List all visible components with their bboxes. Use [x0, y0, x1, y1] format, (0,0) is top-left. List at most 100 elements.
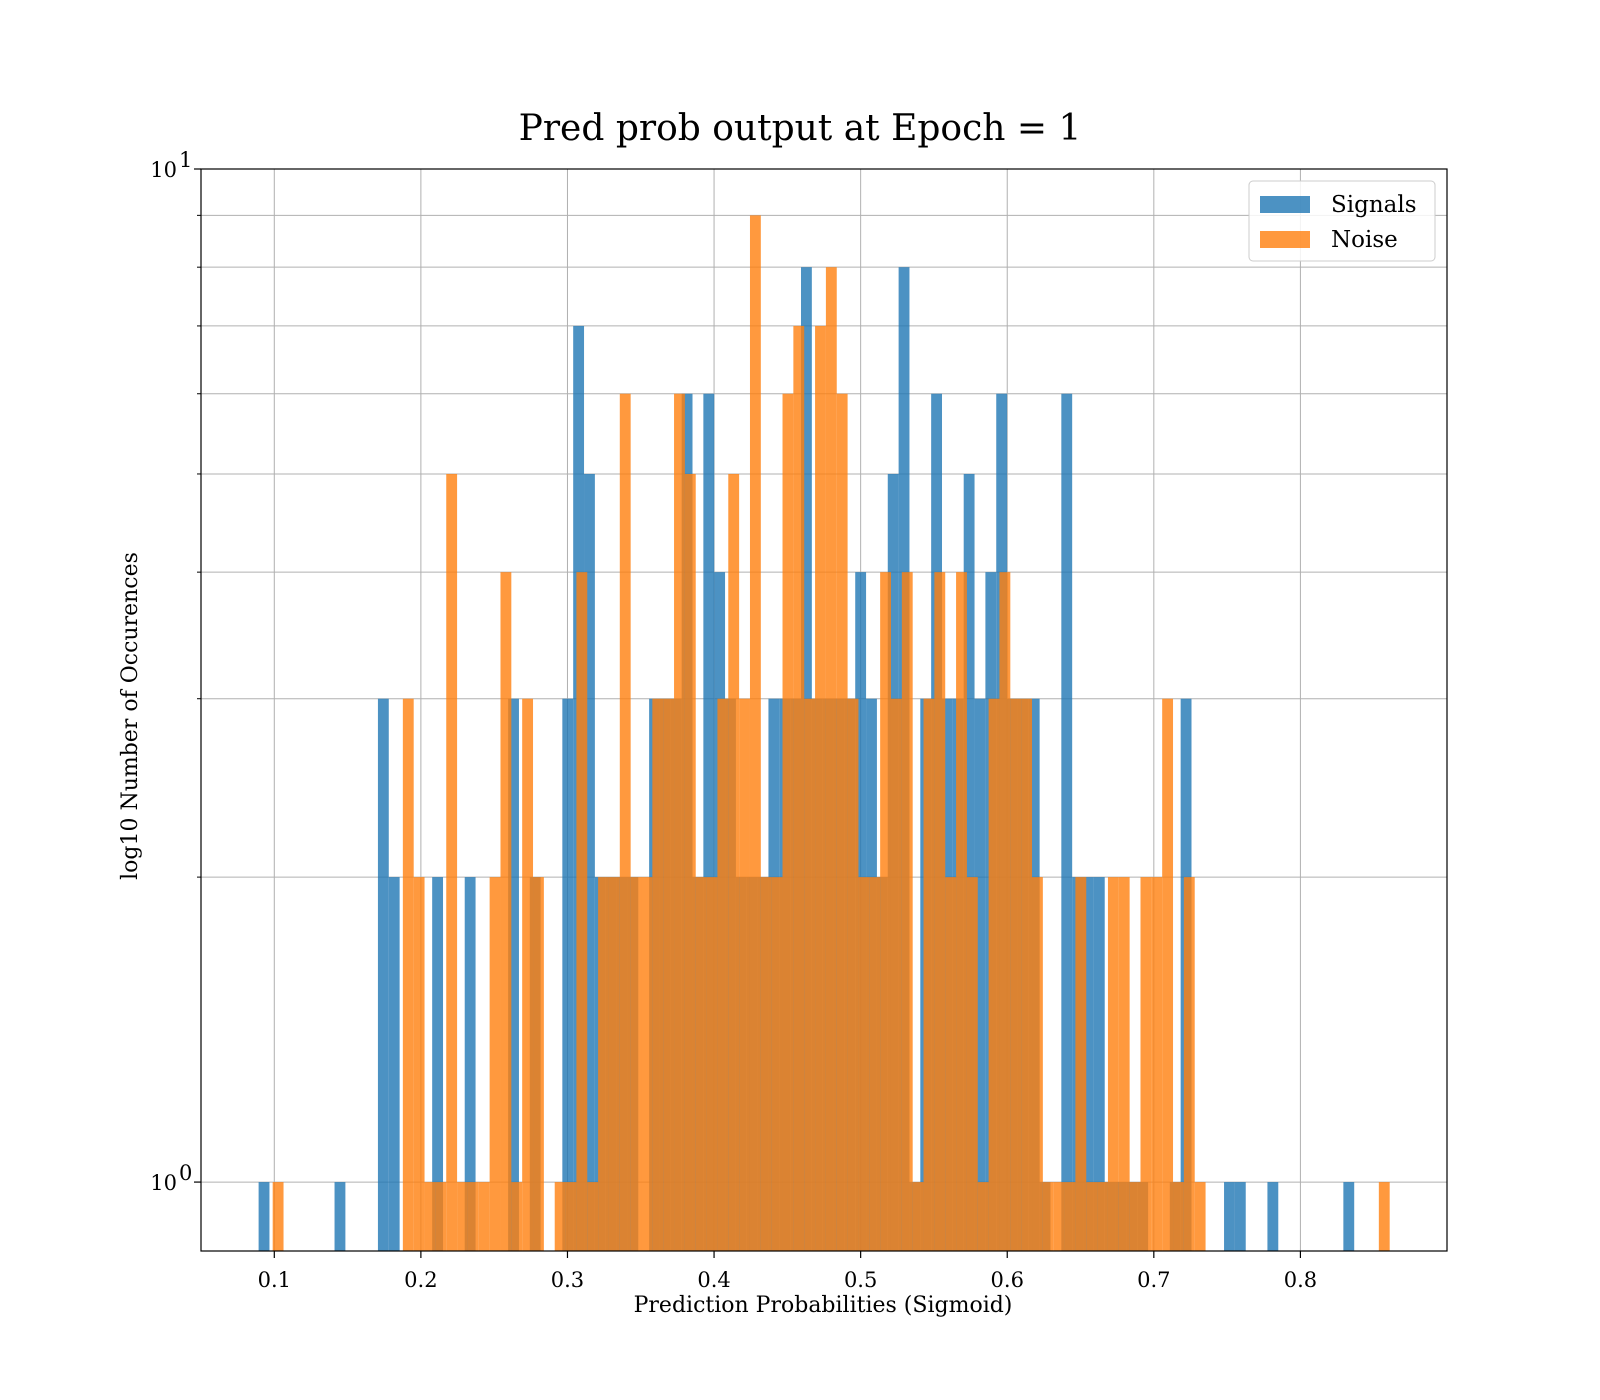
bar-noise [565, 1182, 577, 1251]
bar-noise [771, 877, 783, 1251]
x-axis-label: Prediction Probabilities (Sigmoid) [634, 1293, 1013, 1318]
bar-noise [804, 698, 816, 1251]
bar-signals [258, 1182, 270, 1251]
bar-noise [652, 698, 664, 1251]
bar-noise [402, 698, 414, 1251]
y-tick-label: 10 [150, 158, 177, 182]
bar-noise [1151, 877, 1163, 1251]
bar-noise [890, 698, 902, 1251]
bar-noise [956, 572, 967, 1251]
bar-signals [1093, 877, 1105, 1251]
bar-noise [836, 393, 848, 1251]
legend-label-noise: Noise [1331, 227, 1398, 253]
bar-noise [1032, 877, 1043, 1251]
bar-noise [522, 698, 534, 1251]
bar-noise [847, 698, 859, 1251]
bar-noise [999, 572, 1011, 1251]
bar-noise [1021, 698, 1033, 1251]
bar-noise [760, 877, 772, 1251]
bar-signals [963, 473, 975, 1251]
bar-noise [695, 877, 707, 1251]
x-tick-label: 0.6 [991, 1268, 1024, 1292]
bar-noise [1173, 1182, 1184, 1251]
bar-noise [1010, 698, 1022, 1251]
x-tick-label: 0.2 [404, 1268, 437, 1292]
bar-noise [793, 325, 805, 1252]
x-tick-label: 0.8 [1284, 1268, 1317, 1292]
legend: Signals Noise [1248, 180, 1436, 262]
bar-signals [1061, 393, 1073, 1251]
bar-signals [432, 877, 444, 1251]
x-tick-label: 0.1 [258, 1268, 291, 1292]
bar-noise [1097, 1182, 1108, 1251]
bar-noise [663, 698, 675, 1251]
bar-noise [500, 572, 512, 1251]
bar-signals [1343, 1182, 1355, 1251]
bar-signals [377, 698, 389, 1251]
bar-noise [934, 572, 946, 1251]
bar-signals [703, 393, 715, 1251]
bar-noise [749, 215, 761, 1251]
legend-label-signals: Signals [1331, 192, 1417, 218]
bar-signals [974, 698, 986, 1251]
y-tick-label: 10 [150, 1171, 177, 1195]
bar-noise [1162, 698, 1174, 1251]
legend-swatch-signals [1260, 196, 1310, 213]
bar-noise [1075, 877, 1087, 1251]
bar-noise [684, 473, 696, 1251]
bar-noise [478, 1182, 490, 1251]
bar-signals [1083, 877, 1094, 1251]
bar-noise [467, 1182, 479, 1251]
x-tick-label: 0.5 [844, 1268, 877, 1292]
bar-noise [901, 572, 913, 1251]
bar-signals [508, 698, 519, 1251]
bar-noise [782, 393, 794, 1251]
bar-noise [435, 1182, 447, 1251]
bar-noise [977, 1182, 989, 1251]
bar-noise [1107, 877, 1119, 1251]
bar-noise [533, 877, 544, 1251]
bar-noise [1378, 1182, 1390, 1251]
bar-noise [945, 877, 957, 1251]
bar-noise [1118, 877, 1130, 1251]
bar-noise [1042, 1182, 1054, 1251]
bar-noise [912, 1182, 924, 1251]
legend-swatch-noise [1260, 231, 1310, 248]
x-tick-label: 0.7 [1137, 1268, 1170, 1292]
bar-noise [966, 877, 978, 1251]
y-axis-label: log10 Number of Occurences [118, 552, 143, 880]
bar-noise [413, 877, 425, 1251]
bar-noise [728, 473, 740, 1251]
bar-noise [869, 877, 881, 1251]
bar-noise [1086, 1182, 1098, 1251]
bar-noise [1183, 877, 1195, 1251]
bar-signals [1224, 1182, 1235, 1251]
bar-noise [272, 1182, 284, 1251]
bar-noise [630, 877, 642, 1251]
bar-noise [489, 877, 501, 1251]
bar-noise [619, 393, 631, 1251]
bar-noise [858, 877, 870, 1251]
y-tick-exponent: 0 [179, 1161, 192, 1185]
bar-noise [988, 698, 1000, 1251]
plot-frame [200, 168, 1448, 1252]
x-tick-label: 0.3 [551, 1268, 584, 1292]
bar-signals [562, 698, 574, 1251]
bar-noise [1140, 877, 1152, 1251]
bar-noise [880, 572, 891, 1251]
bars [258, 215, 1390, 1252]
bar-noise [608, 877, 620, 1251]
bar-noise [554, 1182, 566, 1251]
bar-noise [511, 1182, 523, 1251]
x-tick-label: 0.4 [697, 1268, 730, 1292]
bar-noise [1053, 1182, 1065, 1251]
bar-noise [598, 877, 609, 1251]
bar-noise [717, 698, 729, 1251]
bar-noise [1129, 1182, 1141, 1251]
bar-noise [825, 267, 837, 1251]
bar-signals [388, 877, 400, 1251]
bar-noise [674, 393, 685, 1251]
bar-signals [1267, 1182, 1279, 1251]
